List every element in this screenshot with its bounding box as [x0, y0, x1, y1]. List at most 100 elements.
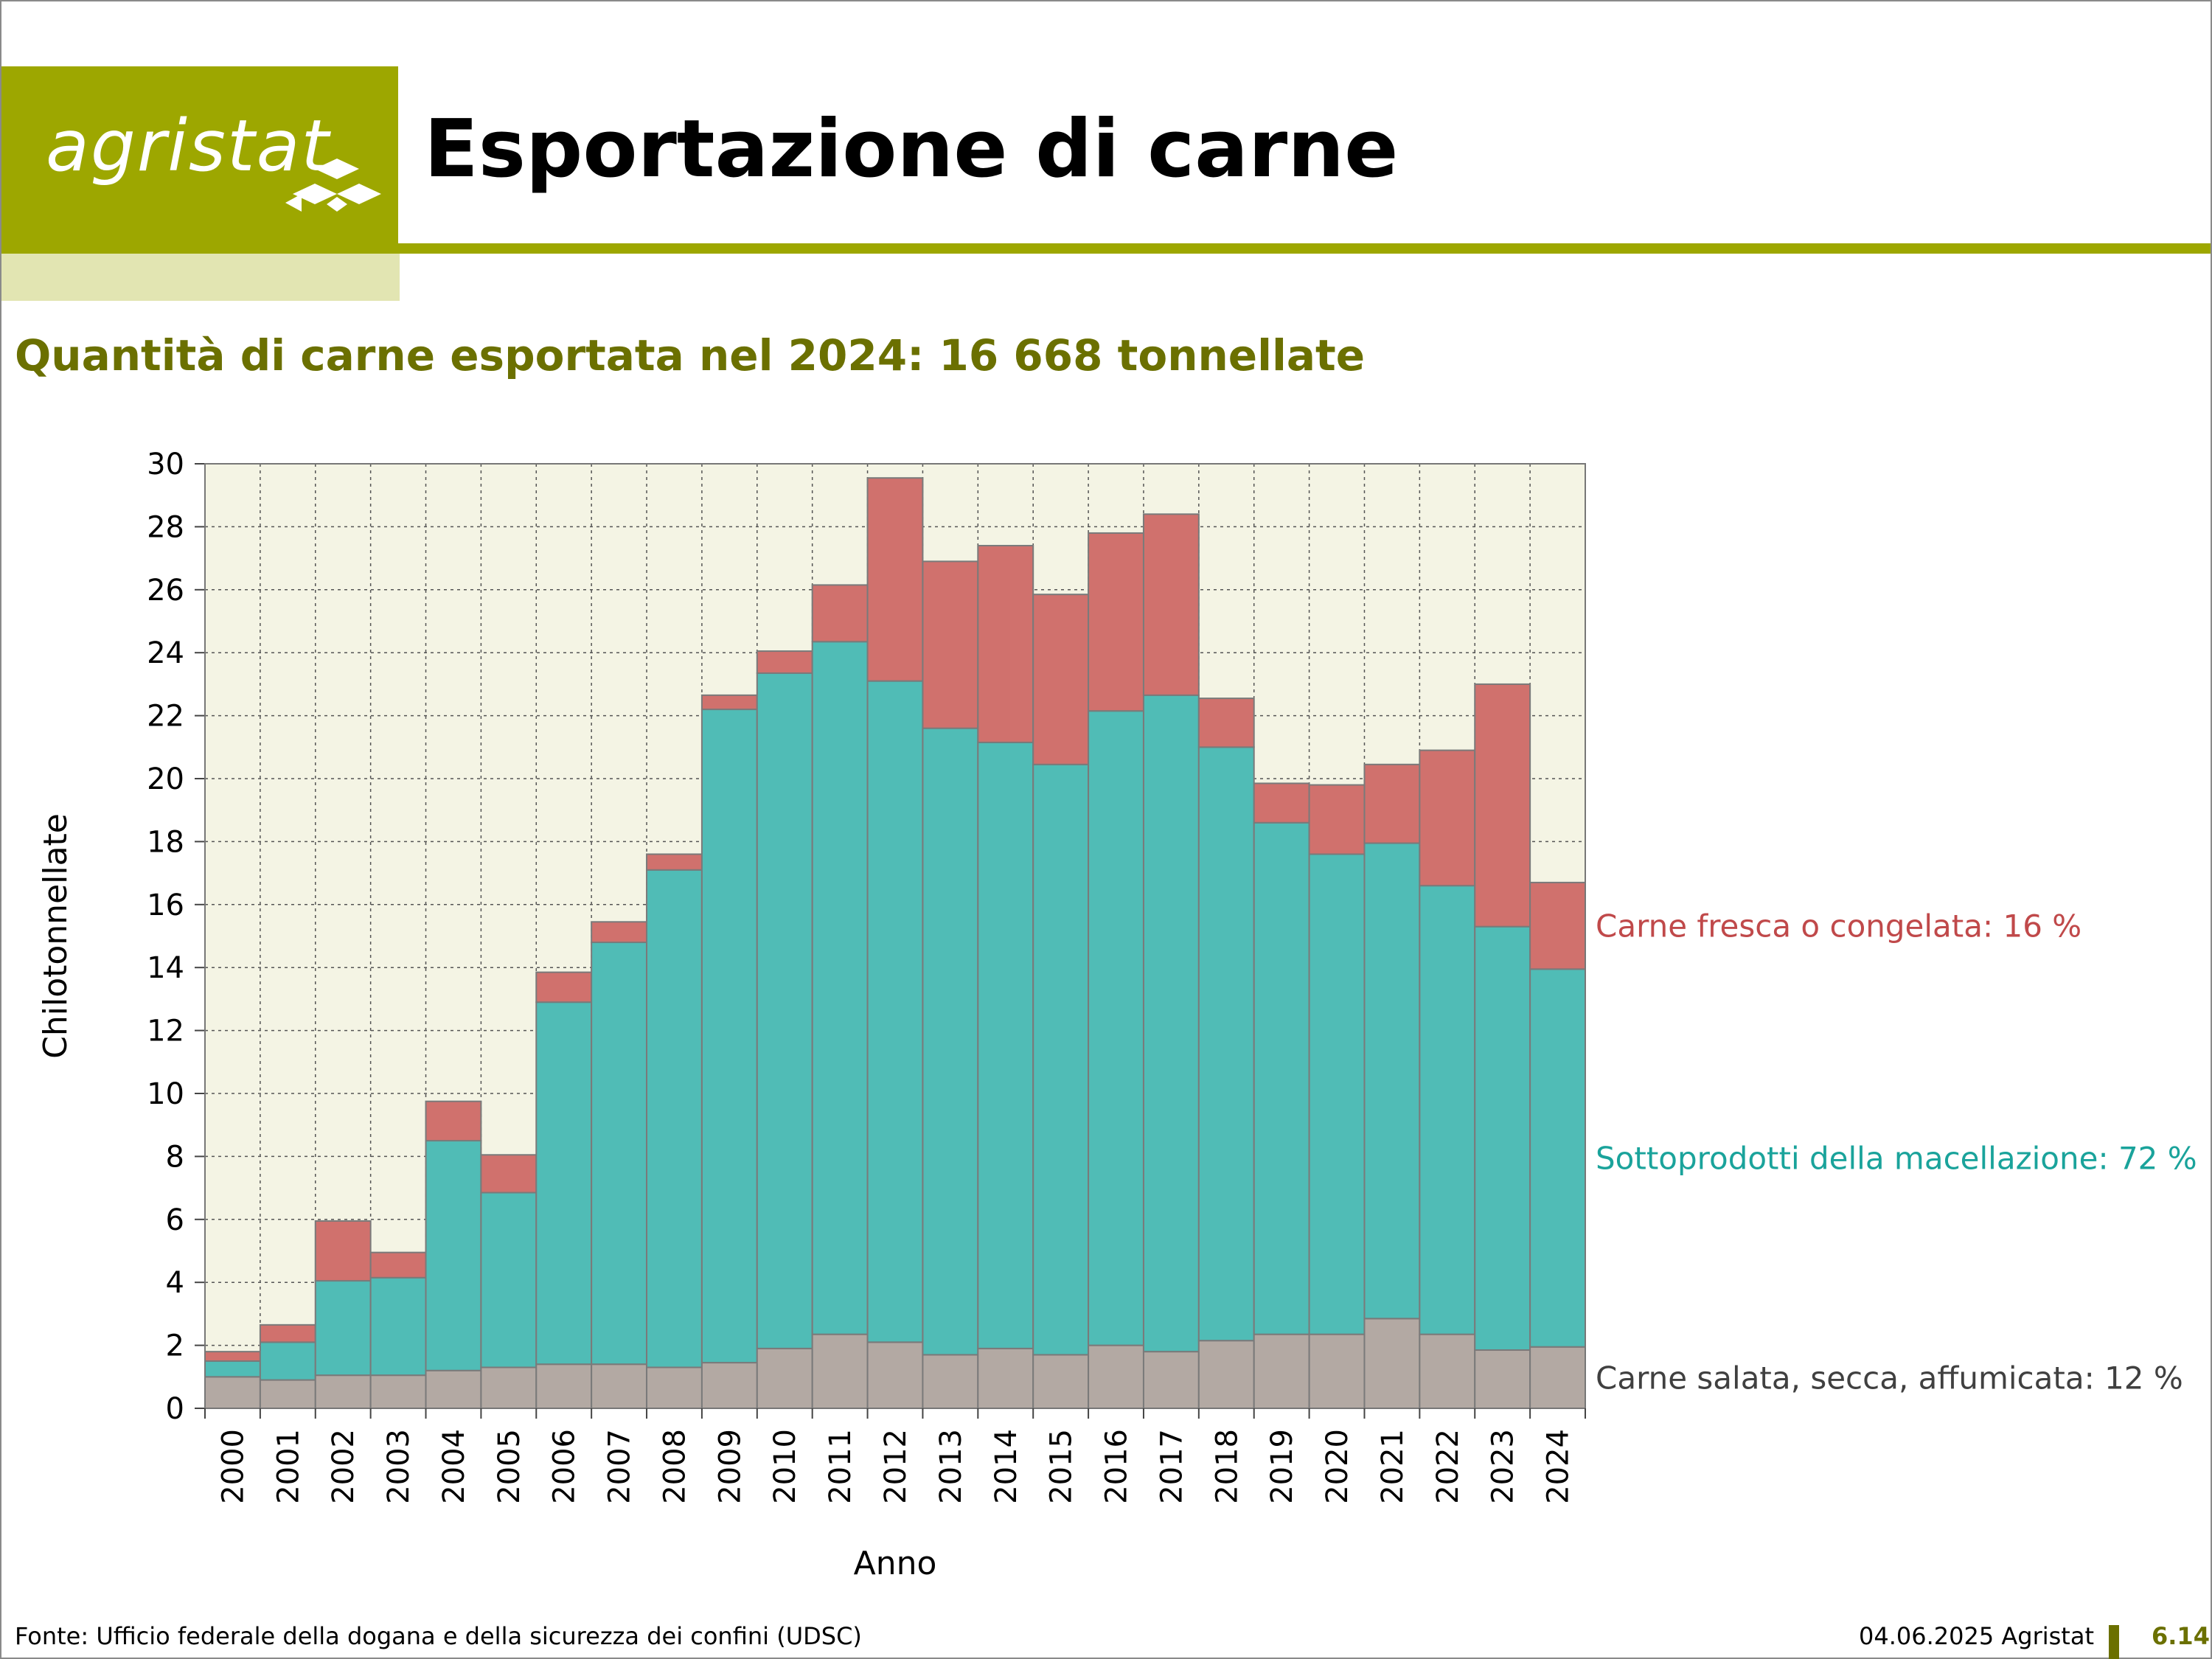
bar-byproducts — [1088, 710, 1144, 1346]
bar-byproducts — [204, 1360, 261, 1378]
bar-byproducts — [756, 672, 813, 1349]
bar-byproducts — [1363, 842, 1421, 1320]
bar-fresh — [204, 1351, 261, 1362]
bar-salted — [535, 1363, 593, 1409]
bar-byproducts — [1197, 746, 1255, 1342]
y-tick-label: 30 — [147, 448, 184, 481]
bar-byproducts — [314, 1280, 372, 1377]
y-tick-label: 6 — [166, 1203, 184, 1237]
bar-fresh — [369, 1251, 427, 1279]
y-tick-label: 24 — [147, 636, 184, 670]
x-tick-label: 2013 — [934, 1429, 968, 1504]
bar-fresh — [1197, 698, 1255, 748]
bar-fresh — [314, 1220, 372, 1282]
bar-salted — [1197, 1340, 1255, 1409]
bar-fresh — [1088, 532, 1144, 712]
y-tick-label: 0 — [166, 1392, 184, 1426]
bar-salted — [811, 1333, 869, 1410]
x-tick-label: 2021 — [1376, 1429, 1410, 1504]
series-label-fresh: Carne fresca o congelata: 16 % — [1596, 908, 2081, 945]
bar-byproducts — [259, 1341, 316, 1381]
x-tick-label: 2016 — [1100, 1429, 1134, 1504]
bar-byproducts — [480, 1192, 538, 1368]
bar-salted — [1253, 1333, 1310, 1410]
bar-salted — [1529, 1346, 1587, 1409]
x-tick-label: 2023 — [1486, 1429, 1520, 1504]
y-tick-label: 28 — [147, 510, 184, 544]
x-tick-label: 2012 — [879, 1429, 913, 1504]
bar-fresh — [646, 853, 703, 871]
bar-salted — [646, 1366, 703, 1409]
bar-salted — [700, 1362, 758, 1409]
bar-byproducts — [700, 709, 758, 1364]
bar-fresh — [1474, 683, 1531, 928]
bar-byproducts — [1253, 821, 1310, 1335]
y-tick-label: 26 — [147, 574, 184, 608]
bar-fresh — [756, 650, 813, 674]
x-tick-label: 2015 — [1045, 1429, 1079, 1504]
x-tick-label: 2018 — [1210, 1429, 1244, 1504]
bar-byproducts — [1529, 968, 1587, 1348]
y-tick-label: 10 — [147, 1077, 184, 1111]
bar-fresh — [1363, 763, 1421, 844]
bar-byproducts — [646, 869, 703, 1368]
y-tick-label: 14 — [147, 951, 184, 985]
bar-salted — [259, 1379, 316, 1409]
y-tick-label: 20 — [147, 762, 184, 796]
bar-salted — [1088, 1344, 1144, 1409]
title-rule — [398, 243, 2211, 254]
bar-fresh — [259, 1324, 316, 1343]
bar-fresh — [1032, 594, 1090, 765]
x-tick-label: 2008 — [658, 1429, 692, 1504]
footer-date: 04.06.2025 Agristat — [1858, 1622, 2094, 1650]
bar-byproducts — [977, 741, 1034, 1349]
bar-fresh — [591, 921, 648, 944]
y-tick-label: 8 — [166, 1140, 184, 1174]
bar-salted — [922, 1354, 979, 1410]
bar-salted — [369, 1374, 427, 1410]
bar-byproducts — [591, 942, 648, 1366]
bar-salted — [866, 1341, 924, 1409]
x-tick-label: 2014 — [990, 1429, 1023, 1504]
plot-border — [204, 463, 1586, 1409]
bar-salted — [314, 1374, 372, 1410]
bar-byproducts — [1142, 694, 1200, 1353]
x-tick-label: 2009 — [713, 1429, 747, 1504]
bar-salted — [1308, 1333, 1366, 1410]
x-axis-label: Anno — [854, 1545, 937, 1582]
page-number: 6.14 — [2152, 1622, 2210, 1650]
bar-salted — [1032, 1354, 1090, 1410]
x-tick-label: 2007 — [603, 1429, 637, 1504]
y-tick-label: 12 — [147, 1015, 184, 1048]
bar-salted — [591, 1363, 648, 1409]
bar-fresh — [480, 1154, 538, 1194]
y-tick-label: 2 — [166, 1329, 184, 1363]
bar-byproducts — [1419, 885, 1476, 1335]
bar-byproducts — [811, 641, 869, 1335]
y-tick-label: 16 — [147, 888, 184, 922]
series-label-byproducts: Sottoprodotti della macellazione: 72 % — [1596, 1141, 2197, 1177]
bar-salted — [1419, 1333, 1476, 1410]
bar-salted — [1474, 1349, 1531, 1410]
x-tick-label: 2001 — [271, 1429, 305, 1504]
bar-fresh — [1142, 513, 1200, 696]
bar-salted — [204, 1376, 261, 1410]
bar-fresh — [1308, 784, 1366, 855]
x-tick-label: 2000 — [216, 1429, 250, 1504]
bar-byproducts — [535, 1001, 593, 1366]
bar-byproducts — [1032, 763, 1090, 1356]
y-tick-label: 22 — [147, 700, 184, 734]
logo-text: agristat — [46, 105, 331, 187]
footer-source: Fonte: Ufficio federale della dogana e d… — [15, 1622, 862, 1650]
y-tick-label: 4 — [166, 1266, 184, 1300]
logo-band — [1, 254, 400, 301]
x-tick-label: 2024 — [1542, 1429, 1576, 1504]
bar-fresh — [977, 545, 1034, 743]
bar-salted — [977, 1347, 1034, 1409]
bar-salted — [756, 1347, 813, 1409]
page-title: Esportazione di carne — [424, 103, 1399, 195]
chart-subtitle: Quantità di carne esportata nel 2024: 16… — [15, 330, 1366, 380]
agristat-logo: agristat — [1, 66, 398, 254]
